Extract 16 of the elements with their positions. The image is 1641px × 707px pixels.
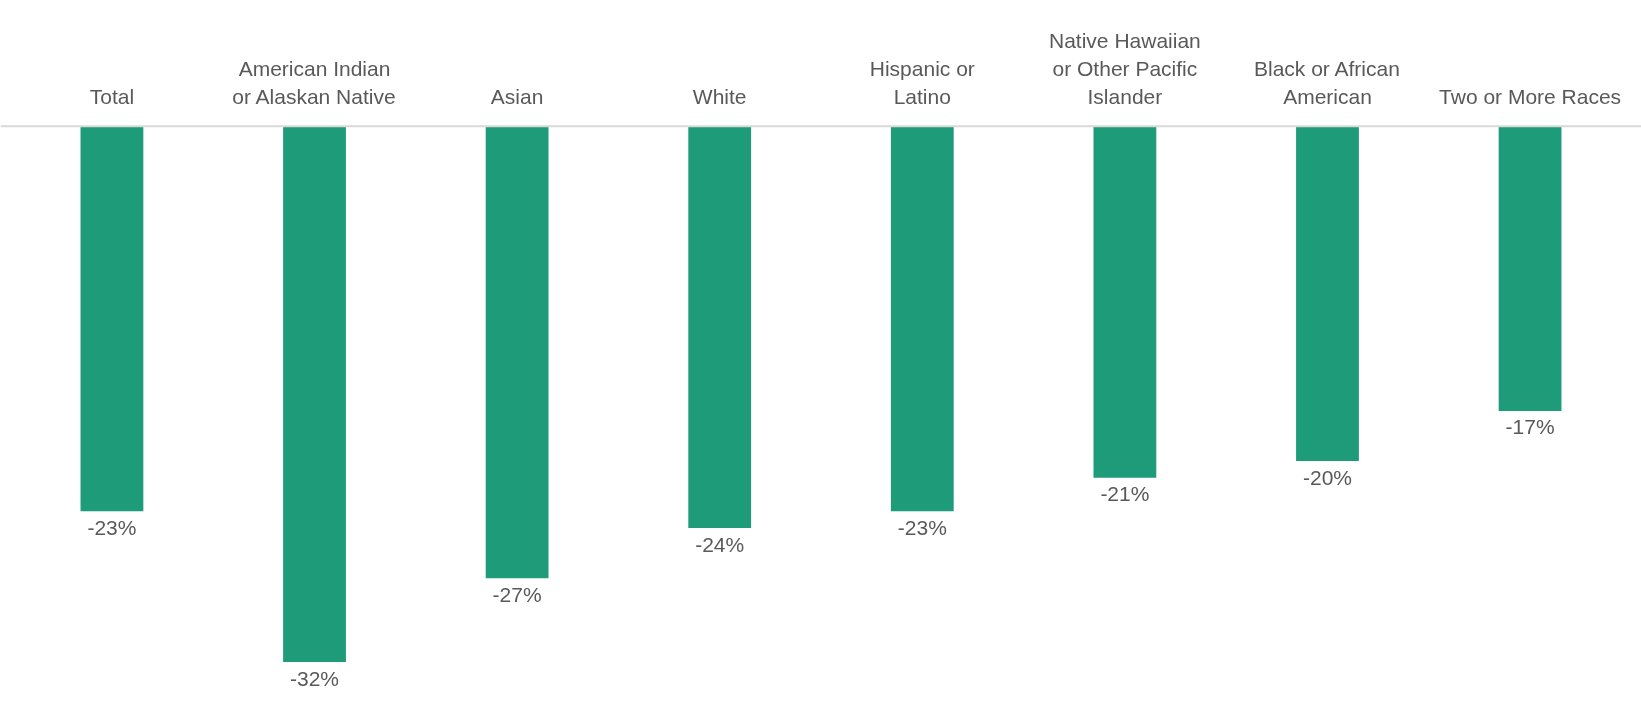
x-tick-label: American Indian or Alaskan Native: [232, 57, 396, 108]
data-label: -21%: [1100, 482, 1150, 506]
x-tick-label: Total: [89, 84, 135, 108]
data-label: -23%: [87, 515, 137, 539]
data-label: -32%: [290, 666, 340, 690]
x-tick-label: Hispanic or Latino: [869, 57, 975, 108]
x-tick-label: Asian: [490, 84, 544, 108]
data-label: -17%: [1505, 415, 1555, 439]
data-label: -23%: [897, 515, 947, 539]
x-tick-label: Native Hawaiian or Other Pacific Islander: [1049, 29, 1201, 108]
data-label: -24%: [695, 532, 745, 556]
x-tick-label: Black or African American: [1253, 57, 1400, 108]
data-label: -20%: [1302, 465, 1352, 489]
x-tick-label: White: [692, 84, 747, 108]
x-tick-label: Two or More Races: [1439, 84, 1622, 108]
data-label: -27%: [492, 582, 542, 606]
